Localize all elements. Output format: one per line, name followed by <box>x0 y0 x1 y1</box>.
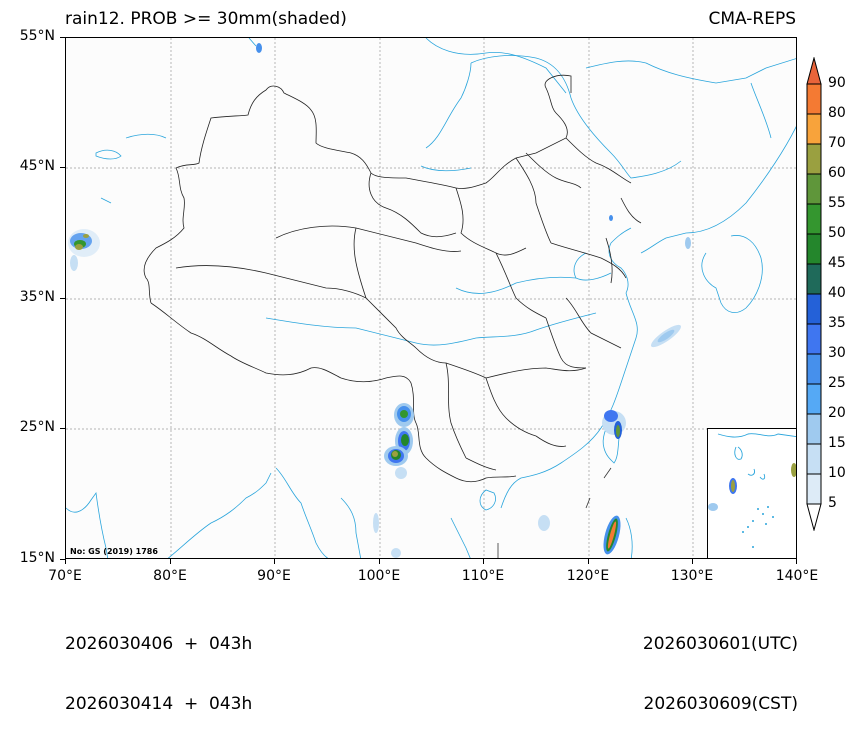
lat-tick <box>60 167 65 168</box>
lon-tick <box>588 559 589 564</box>
colorbar-label: 70 <box>828 135 846 151</box>
init-time-cst: 2026030414 + 043h <box>65 694 253 714</box>
patch-philippine-sea <box>603 515 621 555</box>
colorbar-label: 15 <box>828 435 846 451</box>
lat-tick <box>60 298 65 299</box>
lat-tick <box>60 559 65 560</box>
init-time-block: 2026030406 + 043h 2026030414 + 043h <box>65 594 252 734</box>
lon-tick <box>274 559 275 564</box>
colorbar-label: 10 <box>828 465 846 481</box>
gridlines <box>66 38 796 558</box>
lat-label: 45°N <box>19 158 55 174</box>
patch-east-china-sea <box>650 324 682 348</box>
lon-tick <box>796 559 797 564</box>
lon-tick <box>379 559 380 564</box>
lon-tick <box>692 559 693 564</box>
lon-label: 120°E <box>566 568 610 584</box>
chart-title: rain12. PROB >= 30mm(shaded) <box>65 9 347 29</box>
probability-shading <box>68 43 691 558</box>
colorbar-label: 50 <box>828 225 846 241</box>
colorbar-label: 45 <box>828 255 846 271</box>
patch-xinjiang <box>68 229 100 271</box>
lon-label: 140°E <box>775 568 819 584</box>
colorbar-label: 80 <box>828 105 846 121</box>
valid-time-cst: 2026030609(CST) <box>643 694 798 714</box>
borders <box>143 74 642 483</box>
lat-tick <box>60 428 65 429</box>
valid-time-utc: 2026030601(UTC) <box>642 634 798 654</box>
lon-label: 70°E <box>48 568 82 584</box>
south-china-sea-inset <box>707 428 796 558</box>
map-approval-number: No: GS (2019) 1786 <box>70 547 158 556</box>
lon-label: 100°E <box>357 568 401 584</box>
colorbar <box>806 56 822 532</box>
colorbar-label: 20 <box>828 405 846 421</box>
lon-label: 130°E <box>670 568 714 584</box>
colorbar-label: 30 <box>828 345 846 361</box>
lat-label: 15°N <box>19 550 55 566</box>
lon-tick <box>170 559 171 564</box>
colorbar-graphic <box>806 56 822 532</box>
colorbar-label: 25 <box>828 375 846 391</box>
patch-taiwan <box>602 410 626 439</box>
map-canvas <box>66 38 796 558</box>
lon-tick <box>65 559 66 564</box>
lat-label: 25°N <box>19 419 55 435</box>
model-name: CMA-REPS <box>708 9 796 29</box>
colorbar-label: 90 <box>828 75 846 91</box>
colorbar-label: 60 <box>828 165 846 181</box>
patch-yunnan <box>384 403 414 479</box>
lat-label: 35°N <box>19 289 55 305</box>
colorbar-label: 40 <box>828 285 846 301</box>
lat-tick <box>60 37 65 38</box>
init-time-utc: 2026030406 + 043h <box>65 634 253 654</box>
valid-time-block: 2026030601(UTC) 2026030609(CST) <box>643 594 798 734</box>
lon-label: 80°E <box>153 568 187 584</box>
coastlines <box>66 38 796 558</box>
colorbar-label: 55 <box>828 195 846 211</box>
map-panel: No: GS (2019) 1786 <box>65 37 797 559</box>
colorbar-label: 5 <box>828 495 837 511</box>
lon-tick <box>483 559 484 564</box>
inset-canvas <box>708 433 796 548</box>
lon-label: 110°E <box>461 568 505 584</box>
lon-label: 90°E <box>257 568 291 584</box>
lat-label: 55°N <box>19 28 55 44</box>
colorbar-label: 35 <box>828 315 846 331</box>
